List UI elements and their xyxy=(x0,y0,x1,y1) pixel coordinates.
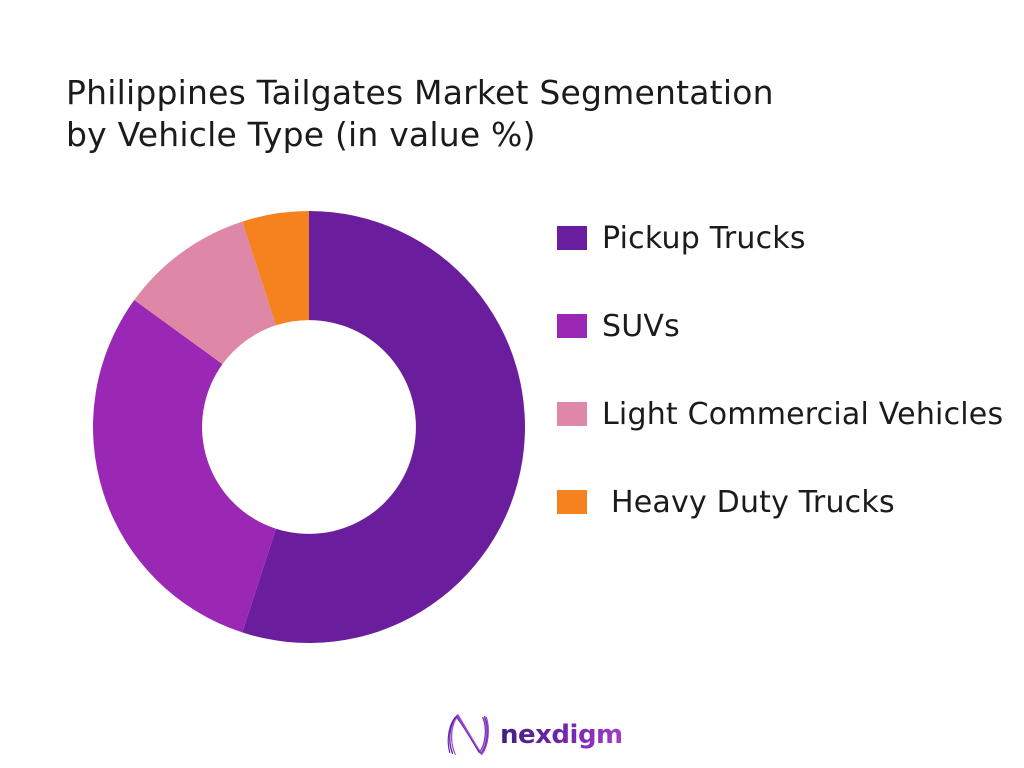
legend-label: SUVs xyxy=(602,308,680,344)
nexdigm-logo: nexdigm xyxy=(446,710,623,760)
donut-segment-suvs xyxy=(93,300,276,633)
legend-label: Pickup Trucks xyxy=(602,220,806,256)
donut-chart xyxy=(93,211,525,643)
legend-item-pickup-trucks: Pickup Trucks xyxy=(557,221,1003,256)
legend-swatch xyxy=(557,490,587,514)
chart-title-line2: by Vehicle Type (in value %) xyxy=(66,115,536,154)
legend-item-heavy-duty-trucks: Heavy Duty Trucks xyxy=(557,485,1003,520)
legend-swatch xyxy=(557,402,587,426)
donut-segment-light-commercial-vehicles xyxy=(134,221,276,365)
legend-item-light-commercial-vehicles: Light Commercial Vehicles xyxy=(557,397,1003,432)
donut-segment-heavy-duty-trucks xyxy=(242,211,309,326)
legend-label: Heavy Duty Trucks xyxy=(611,484,895,520)
chart-legend: Pickup Trucks SUVs Light Commercial Vehicl… xyxy=(557,221,1003,577)
legend-swatch xyxy=(557,226,587,250)
chart-title-line1: Philippines Tailgates Market Segmentatio… xyxy=(66,73,774,112)
donut-segment-pickup-trucks xyxy=(242,211,525,643)
chart-title: Philippines Tailgates Market Segmentatio… xyxy=(66,72,774,156)
legend-label: Light Commercial Vehicles xyxy=(602,396,1004,432)
legend-item-suvs: SUVs xyxy=(557,309,1003,344)
nexdigm-logo-text: nexdigm xyxy=(500,720,623,750)
legend-swatch xyxy=(557,314,587,338)
nexdigm-n-swirl-icon xyxy=(447,713,489,756)
